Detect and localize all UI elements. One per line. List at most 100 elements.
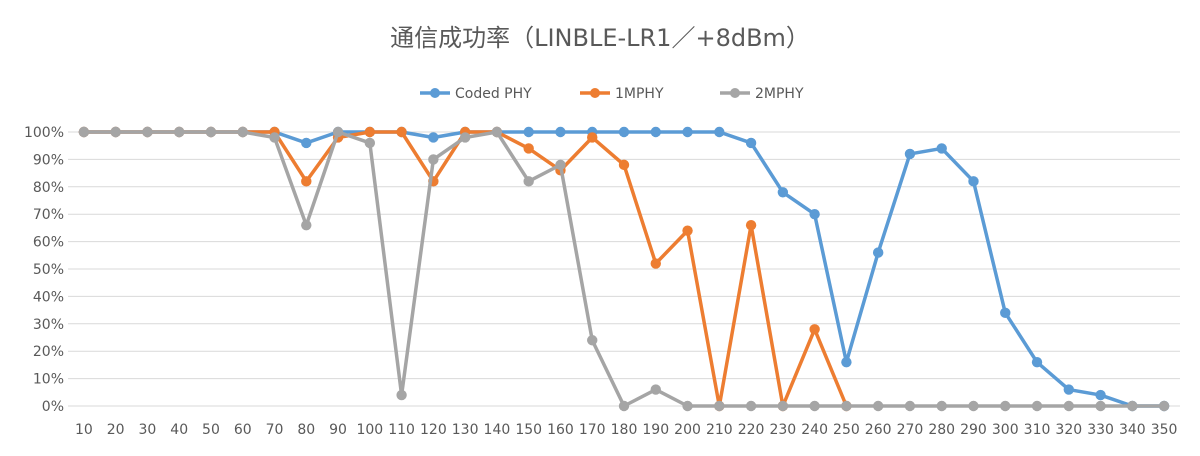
data-point	[1095, 400, 1106, 412]
data-point	[777, 400, 789, 412]
x-tick-label: 250	[833, 422, 860, 438]
data-point	[237, 126, 248, 138]
x-tick-label: 60	[234, 422, 252, 438]
data-point	[936, 143, 947, 154]
x-tick-label: 240	[801, 422, 828, 438]
x-tick-label: 220	[738, 422, 765, 438]
y-tick-label: 20%	[33, 344, 64, 360]
data-point	[491, 126, 503, 138]
data-point	[682, 126, 693, 138]
x-tick-label: 160	[547, 422, 574, 438]
x-tick-label: 100	[356, 422, 383, 438]
data-point	[872, 400, 884, 412]
data-point	[1000, 307, 1011, 319]
legend: Coded PHY 1MPHY 2MPHY	[420, 86, 804, 102]
y-tick-label: 90%	[33, 152, 64, 168]
legend-label: 1MPHY	[615, 86, 664, 102]
data-point	[1000, 400, 1011, 412]
data-point	[809, 400, 820, 412]
x-tick-label: 190	[642, 422, 669, 438]
data-point	[587, 335, 598, 346]
x-tick-label: 320	[1055, 422, 1082, 438]
data-point	[745, 219, 757, 231]
data-point	[650, 126, 661, 138]
x-tick-label: 90	[329, 422, 347, 438]
data-point	[936, 400, 947, 412]
data-point	[1063, 400, 1075, 412]
data-point	[396, 126, 407, 138]
data-point	[904, 400, 916, 412]
data-point	[523, 143, 534, 154]
data-point	[682, 225, 693, 236]
data-point	[650, 258, 661, 269]
data-point	[777, 187, 789, 198]
data-point	[78, 126, 90, 138]
legend-marker	[590, 88, 600, 98]
data-point	[301, 176, 312, 187]
data-point	[1063, 384, 1075, 395]
data-point	[396, 389, 407, 401]
x-tick-label: 340	[1119, 422, 1146, 438]
data-point	[555, 126, 566, 138]
data-point	[428, 132, 439, 143]
data-point	[1127, 400, 1138, 412]
x-tick-label: 150	[515, 422, 542, 438]
y-tick-label: 80%	[33, 180, 64, 196]
data-point	[269, 132, 280, 143]
chart-title: 通信成功率（LINBLE-LR1／+8dBm）	[390, 24, 810, 52]
data-point	[1031, 400, 1043, 412]
data-point	[142, 126, 153, 138]
data-point	[809, 324, 820, 335]
data-point	[301, 219, 312, 231]
y-axis: 0% 10% 20% 30% 40% 50% 60% 70% 80% 90% 100%	[24, 125, 64, 415]
data-point	[523, 176, 534, 187]
legend-label: 2MPHY	[755, 86, 804, 102]
data-point	[714, 400, 725, 412]
data-point	[1031, 356, 1043, 368]
data-point	[1095, 389, 1106, 401]
data-point	[809, 209, 820, 220]
series-2mphy	[78, 126, 1170, 412]
data-point	[745, 137, 757, 149]
data-point	[618, 126, 630, 138]
data-point	[364, 137, 376, 149]
x-tick-label: 10	[75, 422, 93, 438]
x-tick-label: 110	[388, 422, 415, 438]
legend-marker	[430, 88, 440, 98]
x-tick-label: 170	[579, 422, 606, 438]
x-tick-label: 20	[107, 422, 125, 438]
x-tick-label: 40	[170, 422, 188, 438]
x-tick-label: 140	[484, 422, 511, 438]
data-point	[968, 176, 979, 187]
y-tick-label: 30%	[33, 317, 64, 333]
x-tick-label: 180	[611, 422, 638, 438]
legend-marker	[730, 88, 740, 98]
y-tick-label: 10%	[33, 372, 64, 388]
x-tick-label: 80	[297, 422, 315, 438]
data-point	[745, 400, 757, 412]
x-tick-label: 30	[139, 422, 157, 438]
x-tick-label: 330	[1087, 422, 1114, 438]
data-point	[904, 148, 916, 160]
data-point	[682, 400, 693, 412]
x-tick-label: 120	[420, 422, 447, 438]
data-point	[714, 126, 725, 138]
data-point	[428, 154, 439, 165]
data-point	[1158, 400, 1170, 412]
x-axis: 10 20 30 40 50 60 70 80 90 100 110 120 130 140 150 160 1…	[75, 422, 1178, 438]
x-tick-label: 350	[1151, 422, 1178, 438]
series-layer	[78, 126, 1170, 412]
y-tick-label: 100%	[24, 125, 64, 141]
legend-label: Coded PHY	[455, 86, 532, 102]
data-point	[205, 126, 217, 138]
data-point	[872, 247, 884, 258]
data-point	[332, 126, 344, 138]
data-point	[364, 126, 376, 138]
legend-item: 2MPHY	[720, 86, 804, 102]
y-tick-label: 40%	[33, 289, 64, 305]
data-point	[841, 356, 852, 368]
y-tick-label: 50%	[33, 262, 64, 278]
x-tick-label: 280	[928, 422, 955, 438]
